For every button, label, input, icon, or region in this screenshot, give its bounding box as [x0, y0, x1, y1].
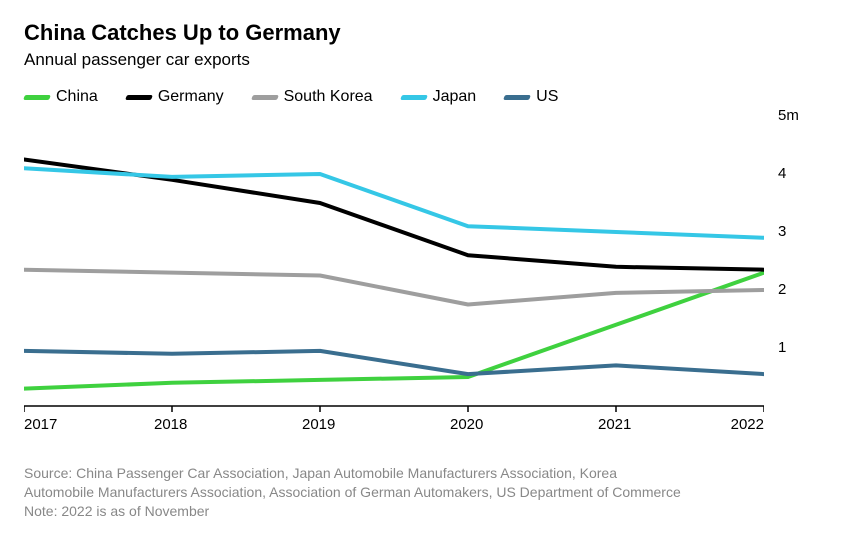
- legend-swatch-icon: [251, 95, 279, 100]
- chart-area: 5m4321201720182019202020212022: [24, 116, 824, 436]
- x-axis-label: 2022: [731, 416, 764, 433]
- chart-card: China Catches Up to Germany Annual passe…: [0, 0, 848, 542]
- chart-footer: Source: China Passenger Car Association,…: [24, 464, 824, 521]
- footer-line: Note: 2022 is as of November: [24, 502, 824, 521]
- legend-item: Germany: [126, 88, 224, 106]
- footer-line: Source: China Passenger Car Association,…: [24, 464, 824, 483]
- line-chart-svg: [24, 116, 764, 416]
- chart-title: China Catches Up to Germany: [24, 20, 824, 46]
- legend-label: China: [56, 88, 98, 106]
- y-axis-label: 3: [778, 223, 786, 240]
- y-axis-label: 5m: [778, 107, 799, 124]
- y-axis-label: 1: [778, 339, 786, 356]
- legend-swatch-icon: [23, 95, 51, 100]
- legend-item: US: [504, 88, 558, 106]
- footer-line: Automobile Manufacturers Association, As…: [24, 483, 824, 502]
- legend-swatch-icon: [125, 95, 153, 100]
- legend-item: South Korea: [252, 88, 373, 106]
- legend-swatch-icon: [400, 95, 428, 100]
- legend-label: Japan: [433, 88, 477, 106]
- chart-subtitle: Annual passenger car exports: [24, 50, 824, 70]
- legend-item: Japan: [401, 88, 477, 106]
- x-axis-label: 2020: [450, 416, 483, 433]
- chart-legend: China Germany South Korea Japan US: [24, 88, 824, 106]
- legend-label: Germany: [158, 88, 224, 106]
- legend-item: China: [24, 88, 98, 106]
- legend-swatch-icon: [503, 95, 531, 100]
- x-axis-label: 2021: [598, 416, 631, 433]
- legend-label: US: [536, 88, 558, 106]
- legend-label: South Korea: [284, 88, 373, 106]
- y-axis-label: 4: [778, 165, 786, 182]
- x-axis-label: 2018: [154, 416, 187, 433]
- y-axis-label: 2: [778, 281, 786, 298]
- x-axis-label: 2017: [24, 416, 57, 433]
- x-axis-label: 2019: [302, 416, 335, 433]
